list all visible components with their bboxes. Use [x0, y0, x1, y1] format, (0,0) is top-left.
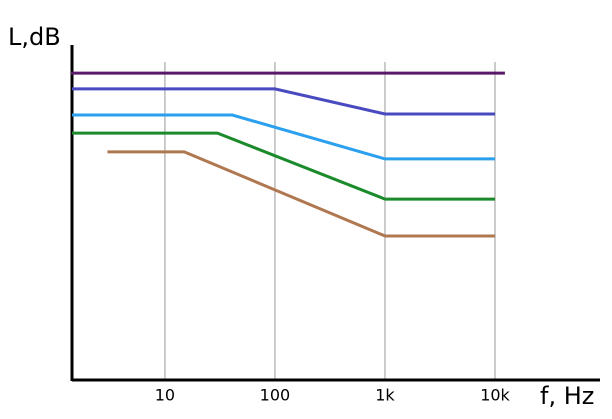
x-tick-label: 10k — [480, 386, 510, 405]
x-tick-label: 100 — [260, 386, 291, 405]
x-tick-label: 1k — [375, 386, 395, 405]
series-line — [72, 87, 496, 116]
series-line — [107, 150, 496, 238]
series-line — [72, 131, 496, 201]
x-tick-label: 10 — [155, 386, 175, 405]
x-axis-label: f, Hz — [540, 382, 594, 410]
y-axis-label: L,dB — [8, 23, 61, 51]
series-line — [72, 113, 496, 161]
